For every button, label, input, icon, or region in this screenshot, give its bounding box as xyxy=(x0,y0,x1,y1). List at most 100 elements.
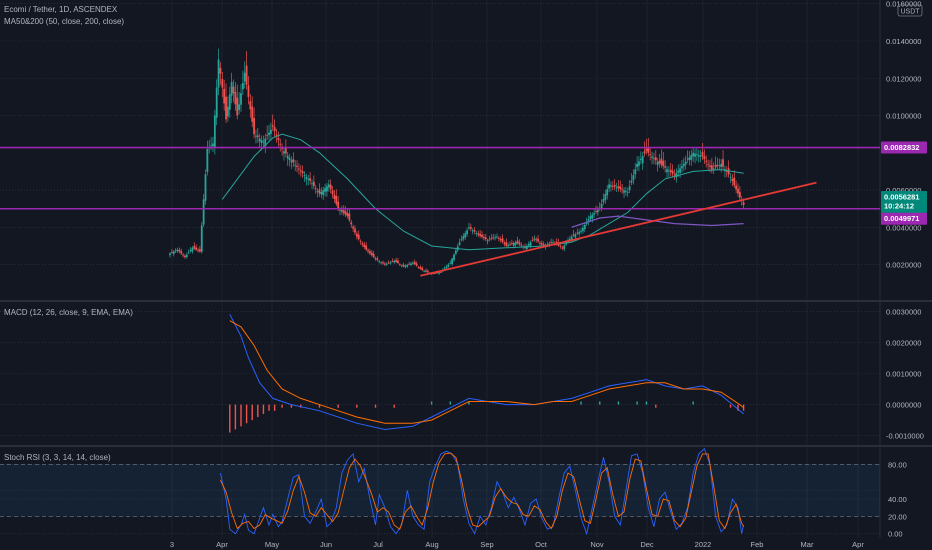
candle-body xyxy=(664,166,667,168)
stoch-k-line xyxy=(219,447,745,536)
stoch-rsi-band xyxy=(0,463,880,517)
y-tick-label: 0.00 xyxy=(888,530,903,539)
candle-body xyxy=(340,209,343,212)
candle-body xyxy=(516,240,519,244)
candle-body xyxy=(376,258,379,261)
x-tick-label: Sep xyxy=(480,540,493,549)
candle-body xyxy=(350,222,353,225)
candle-body xyxy=(354,228,356,233)
candle-body xyxy=(466,230,468,235)
candle-body xyxy=(449,262,452,264)
candle-body xyxy=(574,234,577,238)
candle-body xyxy=(262,141,265,143)
candle-body xyxy=(172,251,175,255)
candle-body xyxy=(511,243,513,244)
candle-body xyxy=(582,228,584,232)
candle-body xyxy=(671,170,674,174)
candle-body xyxy=(490,238,493,239)
candle-body xyxy=(395,260,397,262)
candle-body xyxy=(692,152,695,157)
ma200-line xyxy=(571,215,744,228)
candle-body xyxy=(440,271,442,273)
candle-body xyxy=(630,180,633,183)
ma50-line xyxy=(221,133,744,251)
candle-body xyxy=(337,201,340,209)
candle-body xyxy=(283,151,285,154)
resistance-tag-bg xyxy=(881,141,927,154)
candle-body xyxy=(572,234,575,236)
candle-body xyxy=(576,232,579,234)
candle-body xyxy=(518,242,521,245)
candle-body xyxy=(232,86,235,94)
candle-body xyxy=(236,97,239,116)
candle-body xyxy=(387,262,390,264)
candle-body xyxy=(709,165,711,167)
candle-body xyxy=(737,188,739,194)
candle-body xyxy=(624,191,627,192)
candle-body xyxy=(548,243,551,245)
candle-body xyxy=(473,230,476,232)
candle-body xyxy=(243,72,246,82)
ascending-trendline xyxy=(420,181,817,277)
candle-body xyxy=(667,170,670,172)
candle-body xyxy=(367,250,369,252)
candle-body xyxy=(251,106,254,122)
candle-body xyxy=(682,163,685,167)
candle-body xyxy=(225,96,227,120)
candle-body xyxy=(277,137,280,141)
candle-body xyxy=(327,184,330,188)
candle-body xyxy=(198,249,201,252)
candle-body xyxy=(611,185,614,187)
candle-body xyxy=(352,226,355,229)
candle-body xyxy=(643,151,646,154)
candle-body xyxy=(195,247,198,250)
candle-body xyxy=(309,178,312,181)
candle-body xyxy=(634,169,637,175)
current-price-tag-text: 0.0056281 xyxy=(884,193,919,202)
candle-body xyxy=(608,184,610,189)
candle-body xyxy=(701,151,704,157)
candle-body xyxy=(406,264,409,267)
candle-body xyxy=(525,245,528,250)
candle-body xyxy=(290,160,293,163)
candle-body xyxy=(694,153,696,157)
stoch-rsi-series xyxy=(219,447,745,536)
candle-body xyxy=(591,214,594,219)
candle-body xyxy=(471,230,474,232)
y-tick-label: 0.0020000 xyxy=(886,338,921,347)
candle-body xyxy=(410,263,412,265)
candle-body xyxy=(305,177,308,180)
candle-body xyxy=(423,270,426,272)
candle-body xyxy=(595,211,597,212)
candle-body xyxy=(245,65,248,85)
candle-body xyxy=(604,194,607,200)
candle-body xyxy=(204,174,207,201)
candle-body xyxy=(324,188,326,192)
candle-body xyxy=(385,263,388,265)
candle-body xyxy=(389,262,392,264)
candle-body xyxy=(593,213,596,215)
candle-body xyxy=(653,158,655,160)
candle-body xyxy=(316,191,319,193)
candle-body xyxy=(722,159,724,167)
candle-body xyxy=(742,202,745,205)
candle-body xyxy=(729,177,732,178)
y-tick-label: 0.0010000 xyxy=(886,370,921,379)
candle-body xyxy=(215,87,218,118)
candle-body xyxy=(606,189,609,196)
candle-body xyxy=(187,252,190,254)
candle-body xyxy=(610,185,612,187)
candle-body xyxy=(565,243,568,245)
candle-body xyxy=(281,148,284,150)
candle-body xyxy=(688,157,691,161)
candle-body xyxy=(677,170,680,173)
candle-body xyxy=(527,244,530,246)
candle-body xyxy=(219,68,222,74)
candle-body xyxy=(656,161,659,165)
candle-body xyxy=(294,164,297,166)
stoch-rsi-legend: Stoch RSI (3, 3, 14, 14, close) xyxy=(4,453,111,462)
candle-body xyxy=(636,163,639,168)
candle-body xyxy=(649,154,652,156)
